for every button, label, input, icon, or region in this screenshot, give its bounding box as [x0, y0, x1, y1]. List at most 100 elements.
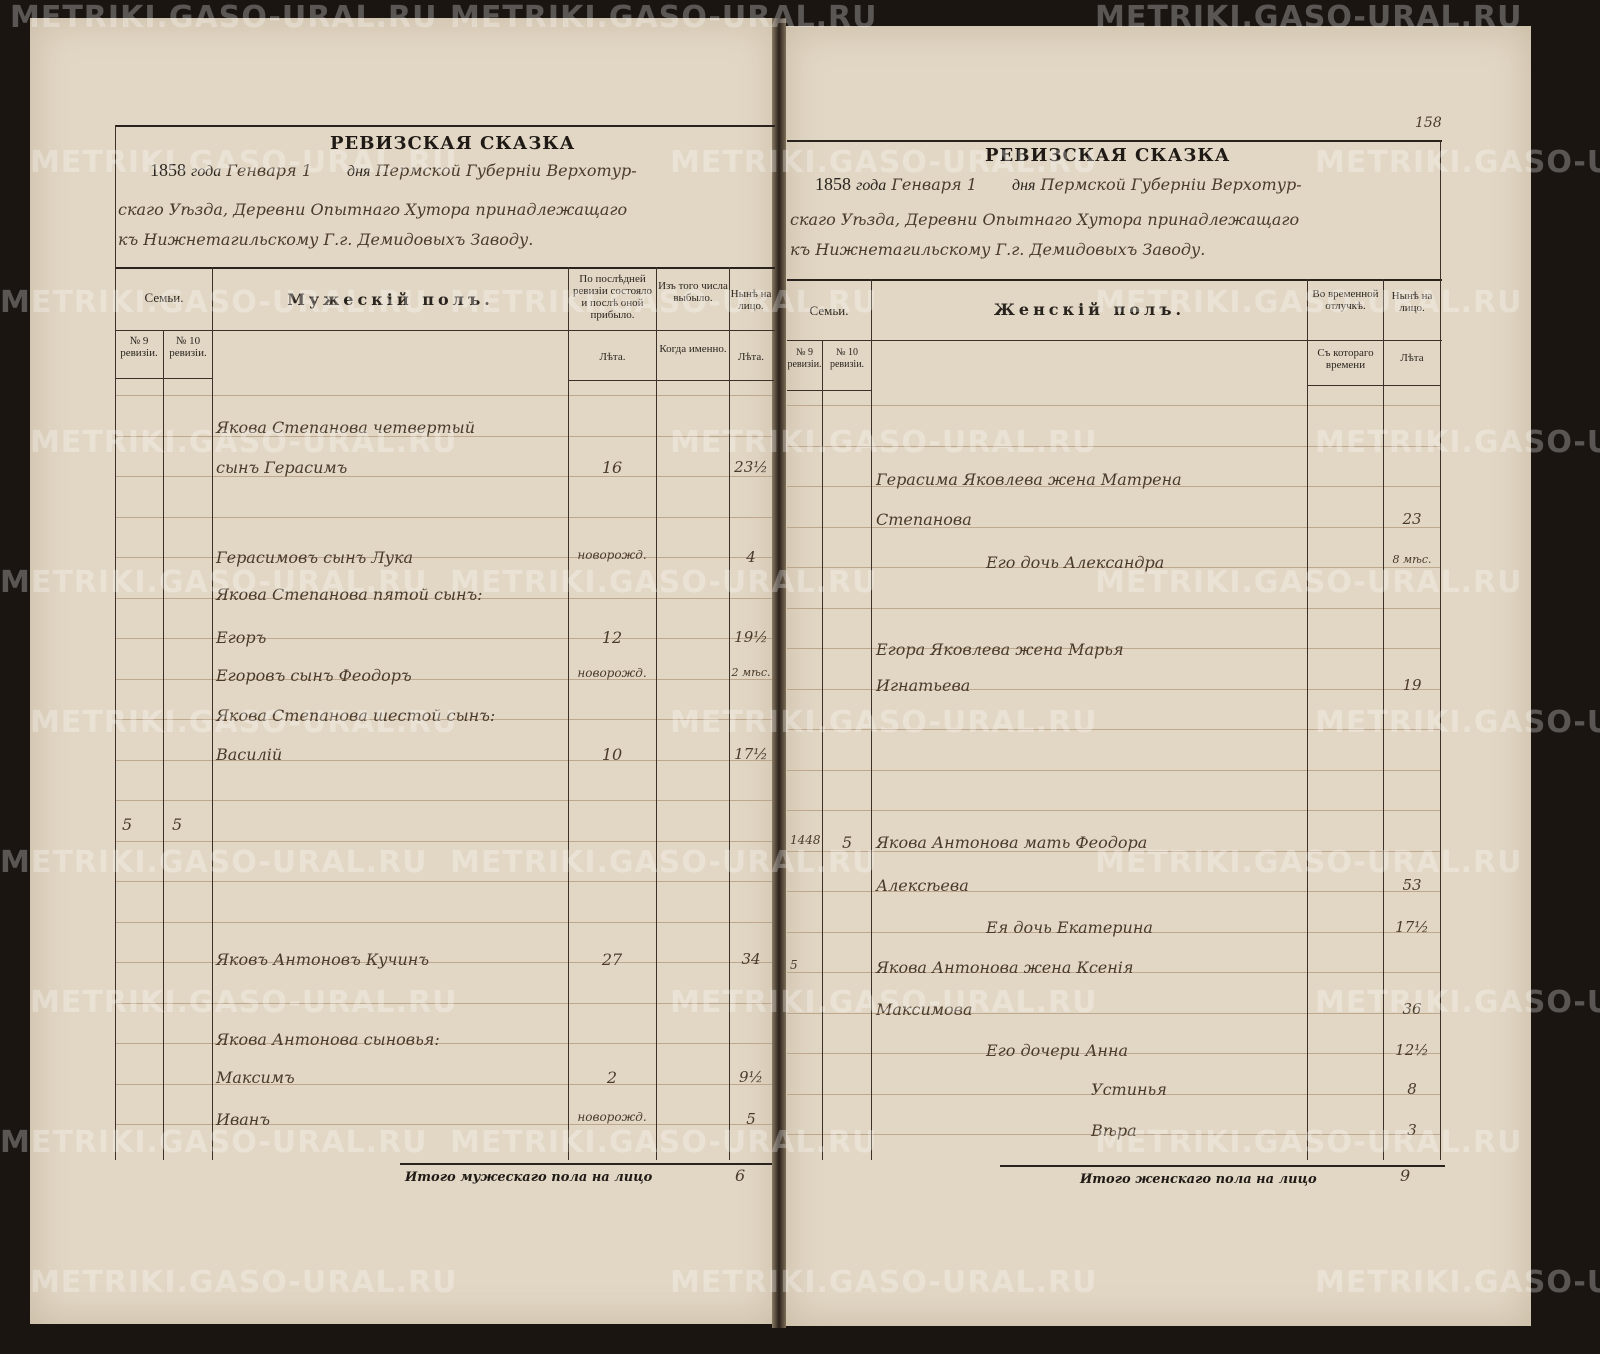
entry-age-now: 36 — [1402, 1000, 1422, 1018]
entry-age-now: 9½ — [738, 1068, 764, 1086]
entry-age-now: 8 мѣс. — [1392, 553, 1432, 566]
ruled-line — [787, 567, 1440, 568]
left-heading-line1: 1858 года Генваря 1 дня Пермской Губерні… — [150, 160, 637, 181]
entry-age-last-revision: 10 — [601, 745, 623, 764]
entry-name: Вѣра — [1091, 1121, 1137, 1140]
dnya: дня — [1011, 177, 1036, 194]
left-total-label: Итого мужескаго пола на лицо — [405, 1170, 653, 1185]
entry-age-now: 5 — [746, 1110, 756, 1128]
column-line — [1307, 279, 1308, 1160]
ruled-line — [787, 486, 1440, 487]
entry-name: Иванъ — [216, 1110, 271, 1129]
ruled-line — [115, 800, 772, 801]
column-line — [163, 330, 164, 1160]
header-no9: № 9 ревизіи. — [120, 335, 158, 359]
entry-name: Якова Антонова мать Феодора — [876, 833, 1148, 852]
ruled-line — [787, 931, 1440, 933]
entry-age-last-revision: 16 — [601, 458, 623, 477]
family-no10: 5 — [842, 833, 853, 852]
entry-age-now: 12½ — [1395, 1041, 1429, 1059]
entry-age-now: 19 — [1402, 676, 1422, 694]
header-top-border — [787, 279, 1442, 281]
dnya: дня — [346, 163, 371, 180]
column-line — [568, 267, 569, 1160]
ruled-line — [115, 921, 772, 923]
ruled-line — [787, 891, 1440, 892]
header-years2: Лѣта. — [737, 351, 764, 363]
header-last-revision: По послѣдней ревизіи состояло и послѣ он… — [572, 273, 653, 321]
entry-name: Максимъ — [216, 1068, 295, 1087]
ruled-line — [787, 648, 1440, 649]
ruled-line — [787, 1134, 1440, 1135]
entry-age-last-revision: 2 — [606, 1068, 618, 1087]
entry-name: Игнатьева — [876, 676, 971, 695]
header-no10: № 10 ревизіи. — [829, 347, 865, 370]
ruled-line — [787, 972, 1440, 973]
heading-hand: Пермской Губерніи Верхотур- — [1040, 175, 1302, 194]
header-years1: Лѣта. — [599, 351, 626, 363]
column-line — [212, 330, 213, 1160]
ruled-line — [115, 476, 772, 477]
right-heading-line1: 1858 года Генваря 1 дня Пермской Губерні… — [815, 174, 1302, 195]
entry-name: Якова Степанова четвертый — [216, 418, 476, 437]
book-gutter — [772, 18, 786, 1328]
table-left-border — [115, 125, 116, 1160]
family-no9: 5 — [790, 958, 798, 972]
subheader-divider — [1308, 385, 1441, 386]
ruled-line — [115, 678, 772, 680]
entry-name: Якова Степанова пятой сынъ: — [216, 585, 483, 604]
ruled-line — [115, 395, 772, 396]
entry-age-now: 23½ — [734, 458, 768, 476]
right-heading-line3: къ Нижнетагильскому Г.г. Демидовыхъ Заво… — [790, 240, 1206, 259]
entry-age-now: 4 — [746, 548, 756, 566]
ruled-line — [787, 445, 1440, 447]
header-female-section: Женскій полъ. — [993, 300, 1186, 319]
entry-age-now: 2 мѣс. — [731, 666, 771, 679]
ruled-line — [787, 688, 1440, 690]
table-right-border — [1440, 140, 1441, 280]
ruled-line — [115, 840, 772, 842]
ruled-line — [787, 1012, 1440, 1014]
total-line — [1000, 1165, 1445, 1167]
year: 1858 — [815, 174, 851, 194]
ruled-line — [787, 850, 1440, 852]
header-male-section: Мужескій полъ. — [287, 290, 494, 309]
page-number: 158 — [1415, 115, 1442, 131]
ruled-line — [115, 759, 772, 761]
ruled-line — [115, 516, 772, 518]
header-present: Нынѣ на лицо. — [1391, 290, 1433, 314]
entry-age-now: 3 — [1407, 1121, 1417, 1139]
column-line — [822, 340, 823, 1160]
left-title: РЕВИЗСКАЯ СКАЗКА — [330, 133, 576, 154]
column-line — [1383, 279, 1384, 1160]
entry-name: Якова Степанова шестой сынъ: — [216, 706, 496, 725]
entry-name: Герасимовъ сынъ Лука — [216, 548, 414, 567]
ruled-line — [115, 1002, 772, 1004]
entry-name: Его дочери Анна — [986, 1041, 1129, 1060]
entry-name: Герасима Яковлева жена Матрена — [876, 470, 1182, 489]
entry-name: Его дочь Александра — [986, 553, 1165, 572]
column-line — [212, 267, 213, 330]
ruled-line — [787, 1093, 1440, 1095]
entry-age-last-revision: новорожд. — [577, 548, 647, 562]
subheader-divider — [569, 380, 774, 381]
header-present: Нынѣ на лицо. — [730, 288, 772, 312]
entry-age-last-revision: 12 — [601, 628, 623, 647]
header-years: Лѣта — [1400, 352, 1424, 364]
ruled-line — [115, 719, 772, 720]
column-line — [656, 267, 657, 1160]
header-departed: Изъ того числа выбыло. — [658, 280, 728, 304]
entry-name: Егора Яковлева жена Марья — [876, 640, 1124, 659]
ruled-line — [787, 810, 1440, 811]
total-line — [400, 1163, 772, 1165]
right-title: РЕВИЗСКАЯ СКАЗКА — [985, 145, 1231, 166]
entry-name: Егоръ — [216, 628, 267, 647]
entry-name: Якова Антонова жена Ксенія — [876, 958, 1134, 977]
left-total-value: 6 — [735, 1166, 746, 1185]
entry-age-last-revision: 27 — [601, 950, 623, 969]
ruled-line — [787, 769, 1440, 771]
ruled-line — [787, 526, 1440, 528]
ruled-line — [115, 1043, 772, 1044]
left-page — [30, 18, 778, 1324]
goda: года — [856, 177, 887, 194]
